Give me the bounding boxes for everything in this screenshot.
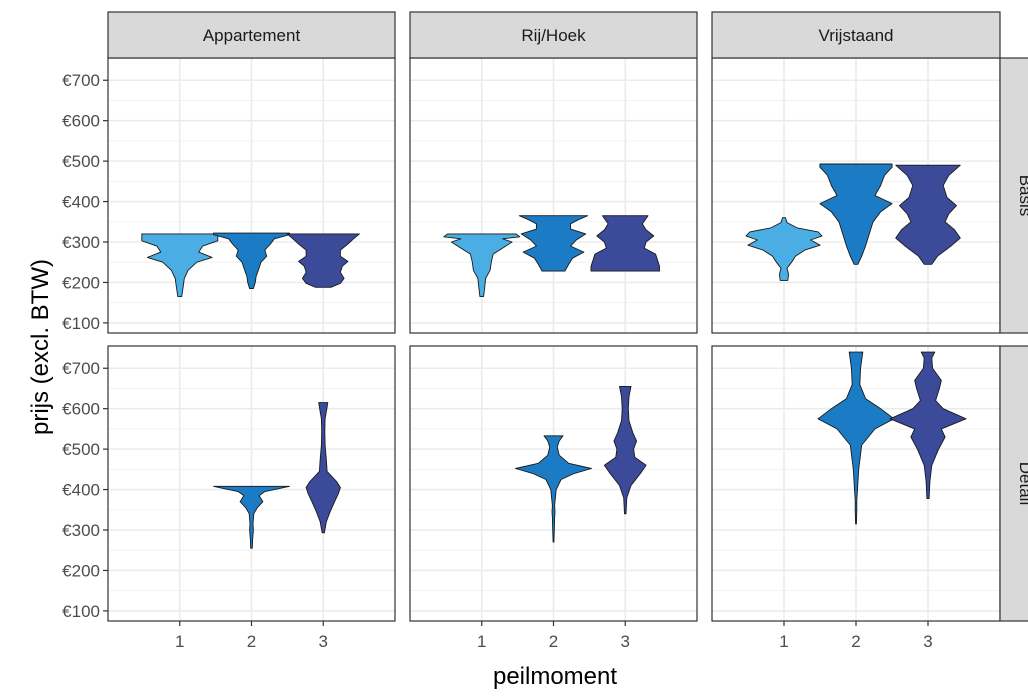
violin-basis-vrijstaand-1	[745, 217, 823, 281]
strip-row	[999, 57, 1028, 334]
y-tick-label: €700	[62, 359, 100, 378]
strip-row	[999, 345, 1028, 622]
y-tick-label: €500	[62, 440, 100, 459]
violin-basis-vrijstaand-3	[895, 164, 961, 265]
violin-detail-appartement-2	[213, 485, 290, 549]
violin-basis-rijhoek-2	[518, 215, 589, 272]
y-tick-label: €300	[62, 233, 100, 252]
strips: Appartement Rij/Hoek Vrijstaand Basis Detail	[107, 11, 1028, 622]
x-tick-label: 1	[477, 632, 486, 651]
y-tick-label: €400	[62, 193, 100, 212]
violin-detail-rijhoek-2	[515, 435, 592, 543]
strip-column	[711, 11, 1001, 59]
strip-label-column: Vrijstaand	[819, 26, 894, 45]
x-tick-label: 3	[621, 632, 630, 651]
strip-label-column: Appartement	[203, 26, 301, 45]
strip-label-column: Rij/Hoek	[521, 26, 586, 45]
violin-detail-rijhoek-3	[603, 385, 647, 515]
x-tick-label: 3	[319, 632, 328, 651]
y-tick-label: €600	[62, 112, 100, 131]
violin-detail-vrijstaand-2	[817, 351, 895, 525]
violin-basis-rijhoek-1	[443, 233, 521, 298]
strip-column	[409, 11, 698, 59]
violin-basis-appartement-3	[286, 233, 360, 288]
violin-basis-rijhoek-3	[590, 215, 660, 272]
x-tick-label: 1	[175, 632, 184, 651]
violin-detail-vrijstaand-3	[889, 351, 967, 499]
x-tick-label: 2	[549, 632, 558, 651]
y-tick-label: €300	[62, 521, 100, 540]
strip-label-row: Detail	[1016, 462, 1028, 505]
x-tick-label: 3	[923, 632, 932, 651]
violin-basis-appartement-2	[213, 232, 290, 289]
y-tick-label: €700	[62, 71, 100, 90]
violin-detail-appartement-3	[305, 402, 341, 534]
strip-label-row: Basis	[1016, 175, 1028, 217]
y-tick-label: €200	[62, 273, 100, 292]
y-tick-label: €100	[62, 314, 100, 333]
panels	[107, 57, 1001, 622]
y-tick-label: €100	[62, 602, 100, 621]
x-axis-title: peilmoment	[493, 663, 617, 690]
violin-basis-appartement-1	[141, 233, 219, 298]
violin-basis-vrijstaand-2	[819, 163, 893, 265]
y-tick-label: €200	[62, 561, 100, 580]
x-tick-label: 2	[247, 632, 256, 651]
y-tick-label: €600	[62, 400, 100, 419]
y-axis-title: prijs (excl. BTW)	[27, 259, 54, 435]
x-tick-label: 1	[779, 632, 788, 651]
x-tick-label: 2	[851, 632, 860, 651]
y-tick-label: €400	[62, 481, 100, 500]
axes: €100 €200 €300 €400 €500 €600 €700 €100 €200 €300…	[62, 71, 933, 651]
strip-column	[107, 11, 396, 59]
y-tick-label: €500	[62, 152, 100, 171]
